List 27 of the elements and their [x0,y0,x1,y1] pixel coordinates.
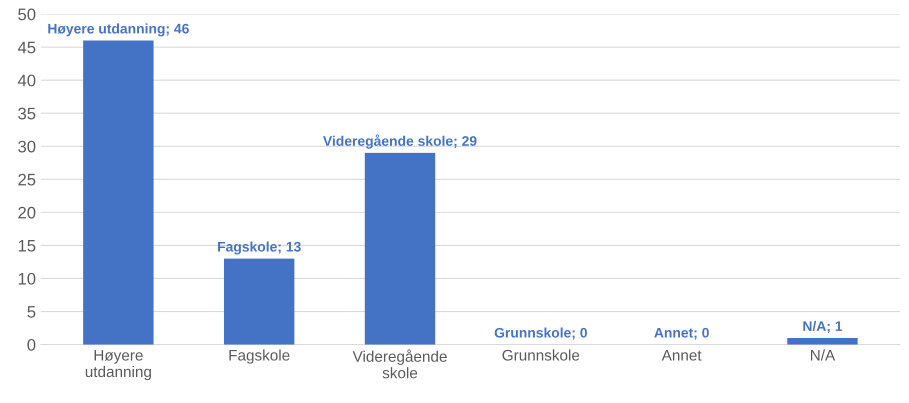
data-label: N/A; 1 [803,320,842,334]
y-tick-label: 5 [27,306,36,318]
y-tick-label: 0 [27,338,36,351]
y-tick-label: 15 [18,240,36,252]
y-tick-label: 20 [18,206,36,219]
x-tick-label: N/A [810,349,836,361]
x-tick-label: Videregående skole [352,349,447,378]
bar [364,152,436,345]
data-label: Høyere utdanning; 46 [48,23,189,36]
y-tick-label: 45 [18,42,36,54]
x-tick-label: Grunnskole [502,349,580,361]
data-label: Videregående skole; 29 [323,134,477,149]
bar [787,338,858,345]
y-tick-label: 30 [18,140,36,152]
y-tick-label: 40 [18,74,36,86]
x-tick-label: Høyere utdanning [86,350,151,380]
bar [224,258,294,345]
data-label: Grunnskole; 0 [494,327,587,340]
x-tick-label: Fagskole [229,349,290,364]
y-tick-label: 35 [18,108,36,120]
data-label: Fagskole; 13 [218,241,301,254]
data-label: Annet; 0 [654,328,709,340]
y-tick-label: 25 [18,174,36,186]
y-tick-label: 10 [18,272,36,285]
x-tick-label: Annet [662,350,702,361]
y-tick-label: 50 [18,8,36,20]
bar [83,40,154,345]
